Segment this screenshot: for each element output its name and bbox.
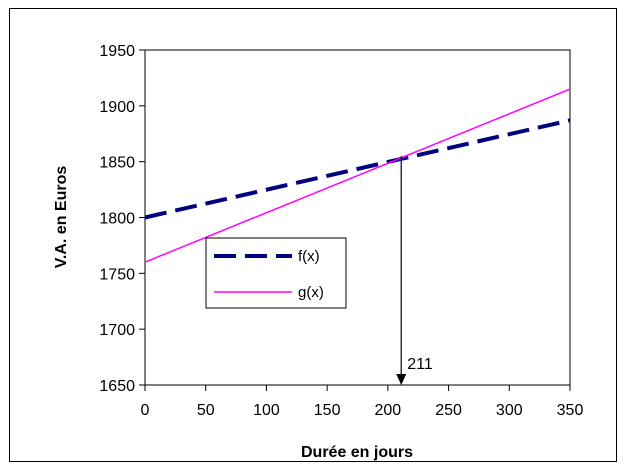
series-line-gx xyxy=(144,88,571,263)
y-tick-label: 1850 xyxy=(99,155,135,172)
series-group xyxy=(144,88,571,263)
legend-box xyxy=(205,237,347,309)
x-axis-title: Durée en jours xyxy=(301,444,413,461)
legend-label-g: g(x) xyxy=(298,284,324,301)
y-tick-label: 1750 xyxy=(99,266,135,283)
legend-label-f: f(x) xyxy=(298,248,320,265)
x-tick-label: 150 xyxy=(314,402,341,419)
x-axis: 0 50 100 150 200 250 300 350 xyxy=(141,385,584,419)
x-tick-label: 350 xyxy=(557,402,584,419)
y-tick-label: 1950 xyxy=(99,43,135,60)
x-tick-label: 100 xyxy=(253,402,280,419)
y-axis-title: V.A. en Euros xyxy=(53,166,70,269)
x-tick-label: 250 xyxy=(435,402,462,419)
y-axis: 1650 1700 1750 1800 1850 1900 1950 xyxy=(99,43,145,395)
y-tick-label: 1700 xyxy=(99,322,135,339)
y-tick-label: 1900 xyxy=(99,99,135,116)
legend: f(x) g(x) xyxy=(205,237,347,309)
series-line-fx xyxy=(144,118,571,220)
plot-area xyxy=(144,49,571,386)
annotation-label: 211 xyxy=(407,356,433,373)
x-tick-label: 200 xyxy=(375,402,402,419)
y-tick-label: 1800 xyxy=(99,211,135,228)
annotation-arrow-head xyxy=(396,374,407,385)
chart-frame xyxy=(9,8,617,462)
y-tick-label: 1650 xyxy=(99,378,135,395)
x-tick-label: 300 xyxy=(496,402,523,419)
annotation: 211 xyxy=(396,156,433,385)
x-tick-label: 50 xyxy=(197,402,215,419)
x-tick-label: 0 xyxy=(141,402,150,419)
